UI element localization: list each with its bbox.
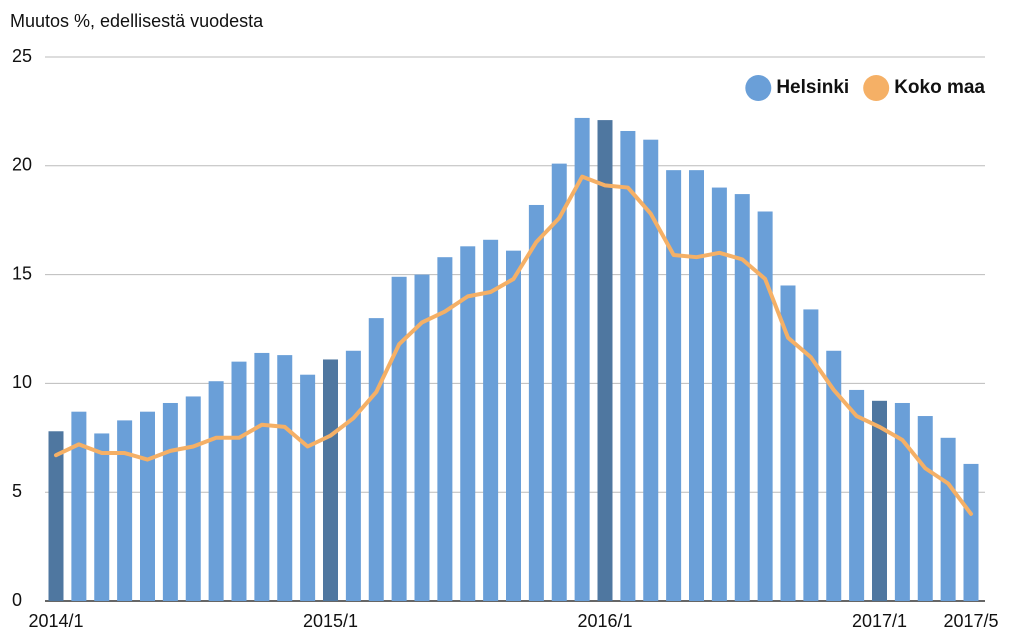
bar <box>780 285 796 601</box>
bar <box>345 350 361 601</box>
bar <box>551 163 567 601</box>
bar <box>208 381 224 601</box>
bar <box>483 239 499 601</box>
bar <box>48 431 64 601</box>
legend-label: Koko maa <box>894 77 985 98</box>
bar <box>140 411 155 601</box>
line <box>54 174 973 516</box>
bar <box>300 374 316 601</box>
bar <box>803 309 819 601</box>
bar <box>940 437 956 601</box>
bar <box>368 318 384 601</box>
bar <box>162 402 178 601</box>
bar <box>734 194 750 601</box>
legend-label: Helsinki <box>776 77 849 98</box>
y-tick-label: 20 <box>12 155 32 175</box>
bar <box>414 274 430 601</box>
bar <box>666 170 682 602</box>
legend-swatch <box>863 75 890 101</box>
y-tick-label: 15 <box>12 263 32 283</box>
bar <box>94 433 110 601</box>
bar <box>506 250 521 601</box>
bar <box>460 246 476 601</box>
bar <box>963 463 979 601</box>
bar <box>574 117 590 601</box>
bar <box>757 211 773 601</box>
bar <box>71 411 87 601</box>
bar <box>254 352 270 601</box>
bar <box>437 257 453 601</box>
bar <box>872 400 887 601</box>
bar <box>826 350 842 601</box>
bar <box>185 396 201 601</box>
bar <box>689 170 704 602</box>
bar <box>323 359 338 601</box>
y-tick-label: 25 <box>12 46 32 66</box>
bar <box>917 416 933 601</box>
chart-title: Muutos %, edellisestä vuodesta <box>10 11 264 31</box>
bar <box>117 420 133 601</box>
legend-swatch <box>745 75 772 101</box>
bar <box>643 139 659 602</box>
bar <box>597 120 613 601</box>
bar <box>231 361 247 601</box>
y-tick-label: 0 <box>12 590 22 610</box>
y-tick-label: 10 <box>12 372 32 392</box>
bar <box>391 276 407 601</box>
x-tick-label: 2017/5 <box>943 611 998 631</box>
x-tick-label: 2014/1 <box>28 611 83 631</box>
bar <box>894 402 910 601</box>
y-tick-label: 5 <box>12 481 22 501</box>
bar <box>277 355 293 601</box>
bar <box>528 204 544 601</box>
bar <box>711 187 727 601</box>
bar <box>849 389 865 601</box>
bar <box>620 130 636 601</box>
x-tick-label: 2017/1 <box>852 611 907 631</box>
x-tick-label: 2016/1 <box>577 611 632 631</box>
x-tick-label: 2015/1 <box>303 611 358 631</box>
